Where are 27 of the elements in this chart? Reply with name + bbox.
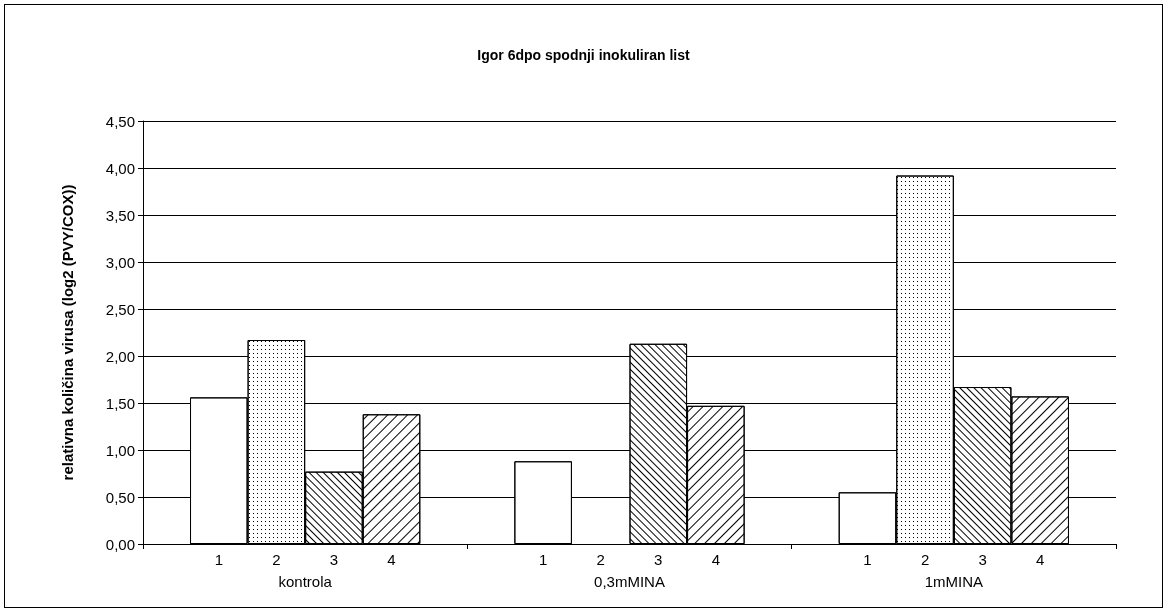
y-tick-label: 3,50 xyxy=(105,206,135,224)
y-tick-label: 0,50 xyxy=(105,488,135,506)
chart-title: Igor 6dpo spodnji inokuliran list xyxy=(477,47,690,63)
text: 4 xyxy=(1036,551,1045,568)
y-tick-label: 4,00 xyxy=(105,159,135,177)
text: 2 xyxy=(596,551,605,568)
text: 1 xyxy=(538,551,548,568)
series-label: 3 xyxy=(329,551,339,568)
text: 3 xyxy=(654,551,663,568)
y-tick-label: 4,50 xyxy=(105,112,135,130)
text: 1 xyxy=(863,551,872,568)
y-tick-label: 2,00 xyxy=(105,347,135,365)
text: 2 xyxy=(920,551,930,568)
x-tick-label: 0,3mMINA xyxy=(594,573,665,590)
series-label: 4 xyxy=(387,551,396,568)
text: 3 xyxy=(978,551,987,568)
y-axis-title: relativna količina virusa (log2 (PVY/COX)) xyxy=(59,184,76,481)
y-tick-label: 0,00 xyxy=(105,535,135,553)
x-tick-label: kontrola xyxy=(278,573,333,590)
x-tick-label: 1mMINA xyxy=(924,573,984,590)
text: 4 xyxy=(711,551,721,568)
series-label: 1 xyxy=(214,551,223,568)
y-tick-label: 2,50 xyxy=(105,300,135,318)
y-tick-label: 1,50 xyxy=(105,394,135,412)
series-label: 2 xyxy=(272,551,281,568)
y-tick-label: 3,00 xyxy=(105,253,135,271)
y-tick-label: 1,00 xyxy=(105,441,135,459)
